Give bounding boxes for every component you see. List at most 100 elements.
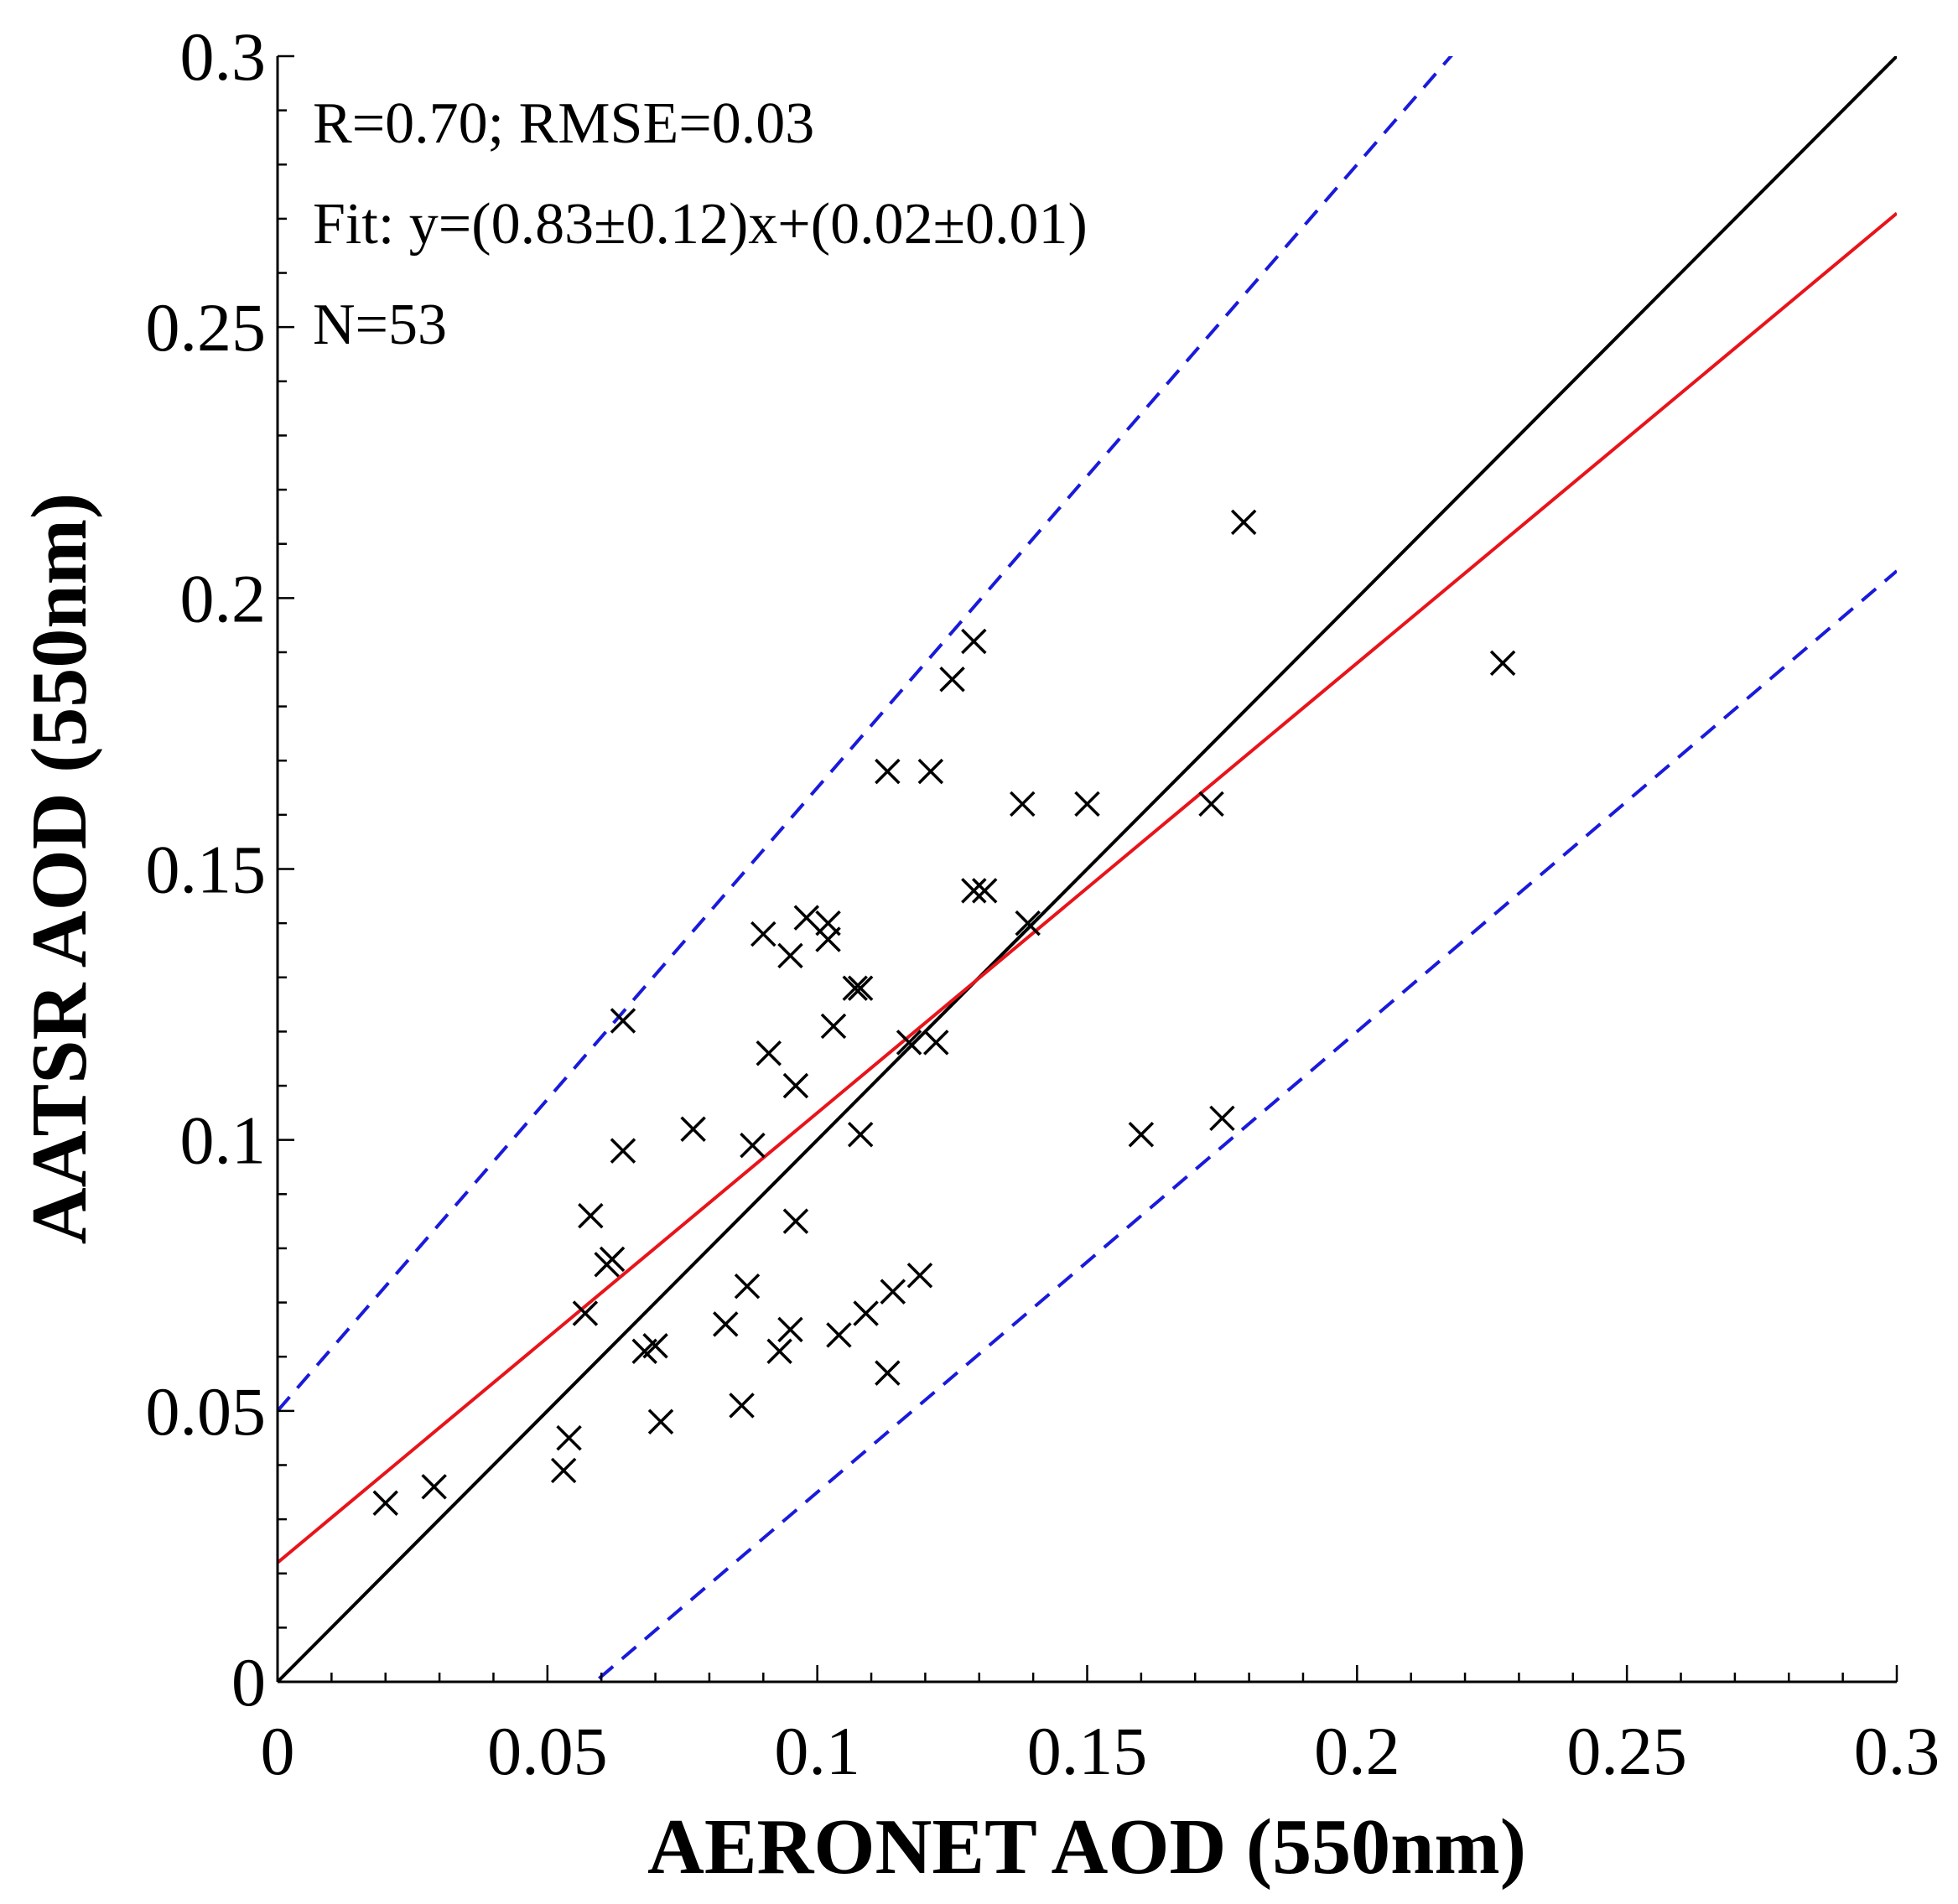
data-point <box>729 1393 755 1419</box>
data-point <box>777 1316 803 1343</box>
y-tick-label: 0.3 <box>180 18 267 95</box>
data-point <box>610 1008 636 1034</box>
data-point <box>782 1208 809 1234</box>
x-tick-label: 0.25 <box>1566 1713 1687 1789</box>
data-point <box>1015 910 1041 936</box>
data-point <box>961 628 987 655</box>
data-point-stroke <box>793 905 820 931</box>
data-point-stroke <box>782 1072 809 1099</box>
x-tick-label: 0.1 <box>774 1713 860 1789</box>
data-point <box>971 878 998 904</box>
x-tick-label: 0.15 <box>1027 1713 1148 1789</box>
data-point <box>875 1360 901 1386</box>
data-point-stroke <box>875 758 901 785</box>
data-point-stroke <box>642 1333 668 1359</box>
y-tick-label: 0.05 <box>146 1373 267 1450</box>
data-point-stroke <box>923 1030 949 1056</box>
data-point-stroke <box>647 1409 674 1434</box>
line-fit <box>278 211 1897 1564</box>
data-point <box>372 1490 398 1516</box>
data-point <box>847 975 874 1001</box>
data-point-stroke <box>1489 650 1516 677</box>
fit-annotation: Fit: y=(0.83±0.12)x+(0.02±0.01) <box>313 192 1088 257</box>
data-point <box>766 1338 792 1364</box>
data-point <box>1074 791 1100 817</box>
line-lower-ee <box>592 569 1897 1682</box>
data-point-stroke <box>880 1279 906 1305</box>
data-point <box>826 1322 852 1348</box>
data-point-stroke <box>1074 791 1100 817</box>
data-point <box>820 1013 847 1040</box>
y-axis-title: AATSR AOD (550nm) <box>16 493 103 1245</box>
data-point-stroke <box>782 1208 809 1234</box>
data-point <box>923 1030 949 1056</box>
data-point <box>713 1311 739 1337</box>
data-point-stroke <box>842 975 868 1001</box>
data-point <box>734 1273 761 1300</box>
data-point <box>556 1424 582 1451</box>
data-point-stroke <box>729 1393 755 1419</box>
data-point-stroke <box>971 878 998 904</box>
data-point <box>875 758 901 785</box>
data-point-stroke <box>556 1424 582 1451</box>
data-point <box>1489 650 1516 677</box>
data-point-stroke <box>740 1132 766 1159</box>
annotations: R=0.70; RMSE=0.03 Fit: y=(0.83±0.12)x+(0… <box>313 91 1088 357</box>
data-point-stroke <box>572 1300 599 1326</box>
x-tick-label: 0.05 <box>487 1713 608 1789</box>
data-point-stroke <box>847 975 874 1001</box>
data-point <box>1209 1105 1235 1132</box>
data-point <box>842 975 868 1001</box>
data-point-stroke <box>750 921 776 947</box>
count-annotation: N=53 <box>313 293 447 357</box>
data-point <box>610 1138 636 1164</box>
data-point <box>750 921 776 947</box>
data-point <box>815 910 841 936</box>
data-point-stroke <box>1128 1121 1155 1148</box>
data-point <box>880 1279 906 1305</box>
x-axis-title: AERONET AOD (550nm) <box>647 1803 1526 1891</box>
line-1-1-line <box>278 56 1897 1682</box>
data-point <box>793 905 820 931</box>
data-point-stroke <box>777 1316 803 1343</box>
data-point <box>740 1132 766 1159</box>
data-point <box>756 1040 782 1066</box>
data-point-stroke <box>896 1030 922 1056</box>
x-tick-label: 0 <box>261 1713 295 1789</box>
data-point-stroke <box>847 1121 874 1148</box>
data-point <box>642 1333 668 1359</box>
y-tick-label: 0.2 <box>180 560 267 636</box>
data-point <box>847 1121 874 1148</box>
data-point-stroke <box>1230 509 1257 536</box>
data-point <box>782 1072 809 1099</box>
x-tick-label: 0.3 <box>1854 1713 1940 1789</box>
data-point-stroke <box>1010 791 1036 817</box>
data-point-stroke <box>610 1008 636 1034</box>
data-point-stroke <box>1198 791 1224 817</box>
data-point <box>647 1409 674 1434</box>
data-point <box>1010 791 1036 817</box>
data-point <box>599 1246 626 1273</box>
data-point-stroke <box>610 1138 636 1164</box>
data-points <box>372 509 1516 1516</box>
data-point <box>680 1116 706 1142</box>
x-tick-label: 0.2 <box>1314 1713 1400 1789</box>
data-point-stroke <box>550 1457 577 1484</box>
data-point-stroke <box>1015 910 1041 936</box>
data-point <box>421 1474 447 1500</box>
data-point-stroke <box>680 1116 706 1142</box>
data-point <box>961 878 987 904</box>
data-point-stroke <box>372 1490 398 1516</box>
data-point <box>550 1457 577 1484</box>
data-point-stroke <box>815 910 841 936</box>
data-point-stroke <box>713 1311 739 1337</box>
data-point <box>578 1202 604 1229</box>
y-tick-label: 0 <box>231 1644 266 1720</box>
data-point-stroke <box>599 1246 626 1273</box>
data-point <box>939 667 965 693</box>
data-point <box>853 1300 879 1326</box>
data-point-stroke <box>820 1013 847 1040</box>
data-point <box>1198 791 1224 817</box>
data-point <box>572 1300 599 1326</box>
